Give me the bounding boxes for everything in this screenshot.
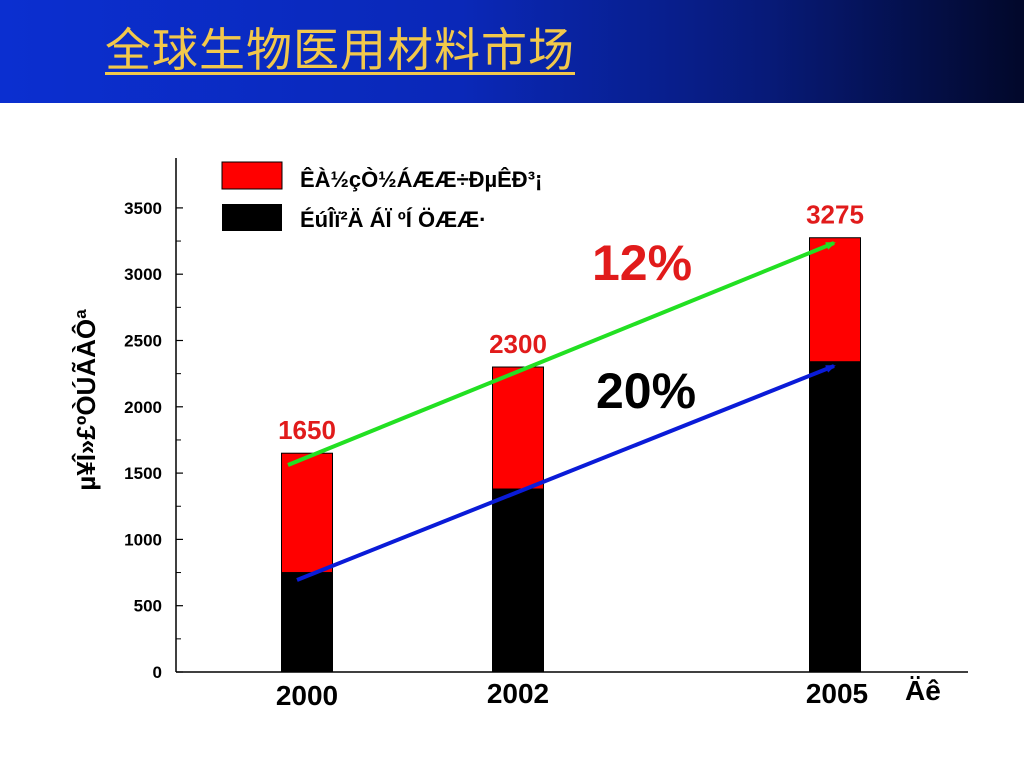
bar-segment-top: [809, 237, 861, 363]
growth-label-20: 20%: [596, 363, 696, 419]
y-tick-label: 500: [134, 597, 162, 616]
y-tick-label: 2000: [124, 398, 162, 417]
growth-label-12: 12%: [592, 235, 692, 291]
x-category-label: 2002: [487, 678, 549, 709]
x-category-label: 2000: [276, 680, 338, 711]
bar-total-label: 1650: [278, 415, 336, 445]
y-tick-label: 1500: [124, 464, 162, 483]
y-tick-label: 3000: [124, 265, 162, 284]
y-tick-label: 3500: [124, 199, 162, 218]
slide-title: 全球生物医用材料市场: [105, 23, 575, 77]
x-category-label: 2005: [806, 678, 868, 709]
y-axis-title: µ¥Î»£ºÒÚÃÀÔª: [71, 309, 101, 491]
bar-segment-top: [281, 452, 333, 574]
legend: ÊÀ½çÒ½ÁÆÆ÷ÐµÊÐ³¡ ÉúÎï²Ä ÁÏ ºÍ ÖÆÆ·: [221, 161, 542, 232]
bar-total-label: 3275: [806, 200, 864, 230]
y-tick-label: 0: [153, 663, 162, 682]
y-tick-label: 1000: [124, 530, 162, 549]
growth-arrow-blue: [296, 364, 836, 582]
bar-segment-top: [492, 366, 544, 490]
y-tick-label: 2500: [124, 332, 162, 351]
bar-total-label: 2300: [489, 329, 547, 359]
bar-segment-bottom: [809, 361, 861, 673]
x-axis-title: Äê: [905, 675, 941, 706]
bar-segment-bottom: [281, 572, 333, 673]
legend-swatch-series-top: [221, 161, 283, 190]
growth-arrow-green: [287, 241, 836, 467]
bar-segment-bottom: [492, 488, 544, 673]
title-banner: 全球生物医用材料市场: [0, 0, 1024, 103]
legend-swatch-series-bottom: [222, 204, 282, 231]
legend-label-series-bottom: ÉúÎï²Ä ÁÏ ºÍ ÖÆÆ·: [300, 207, 486, 232]
legend-label-series-top: ÊÀ½çÒ½ÁÆÆ÷ÐµÊÐ³¡: [300, 167, 542, 192]
